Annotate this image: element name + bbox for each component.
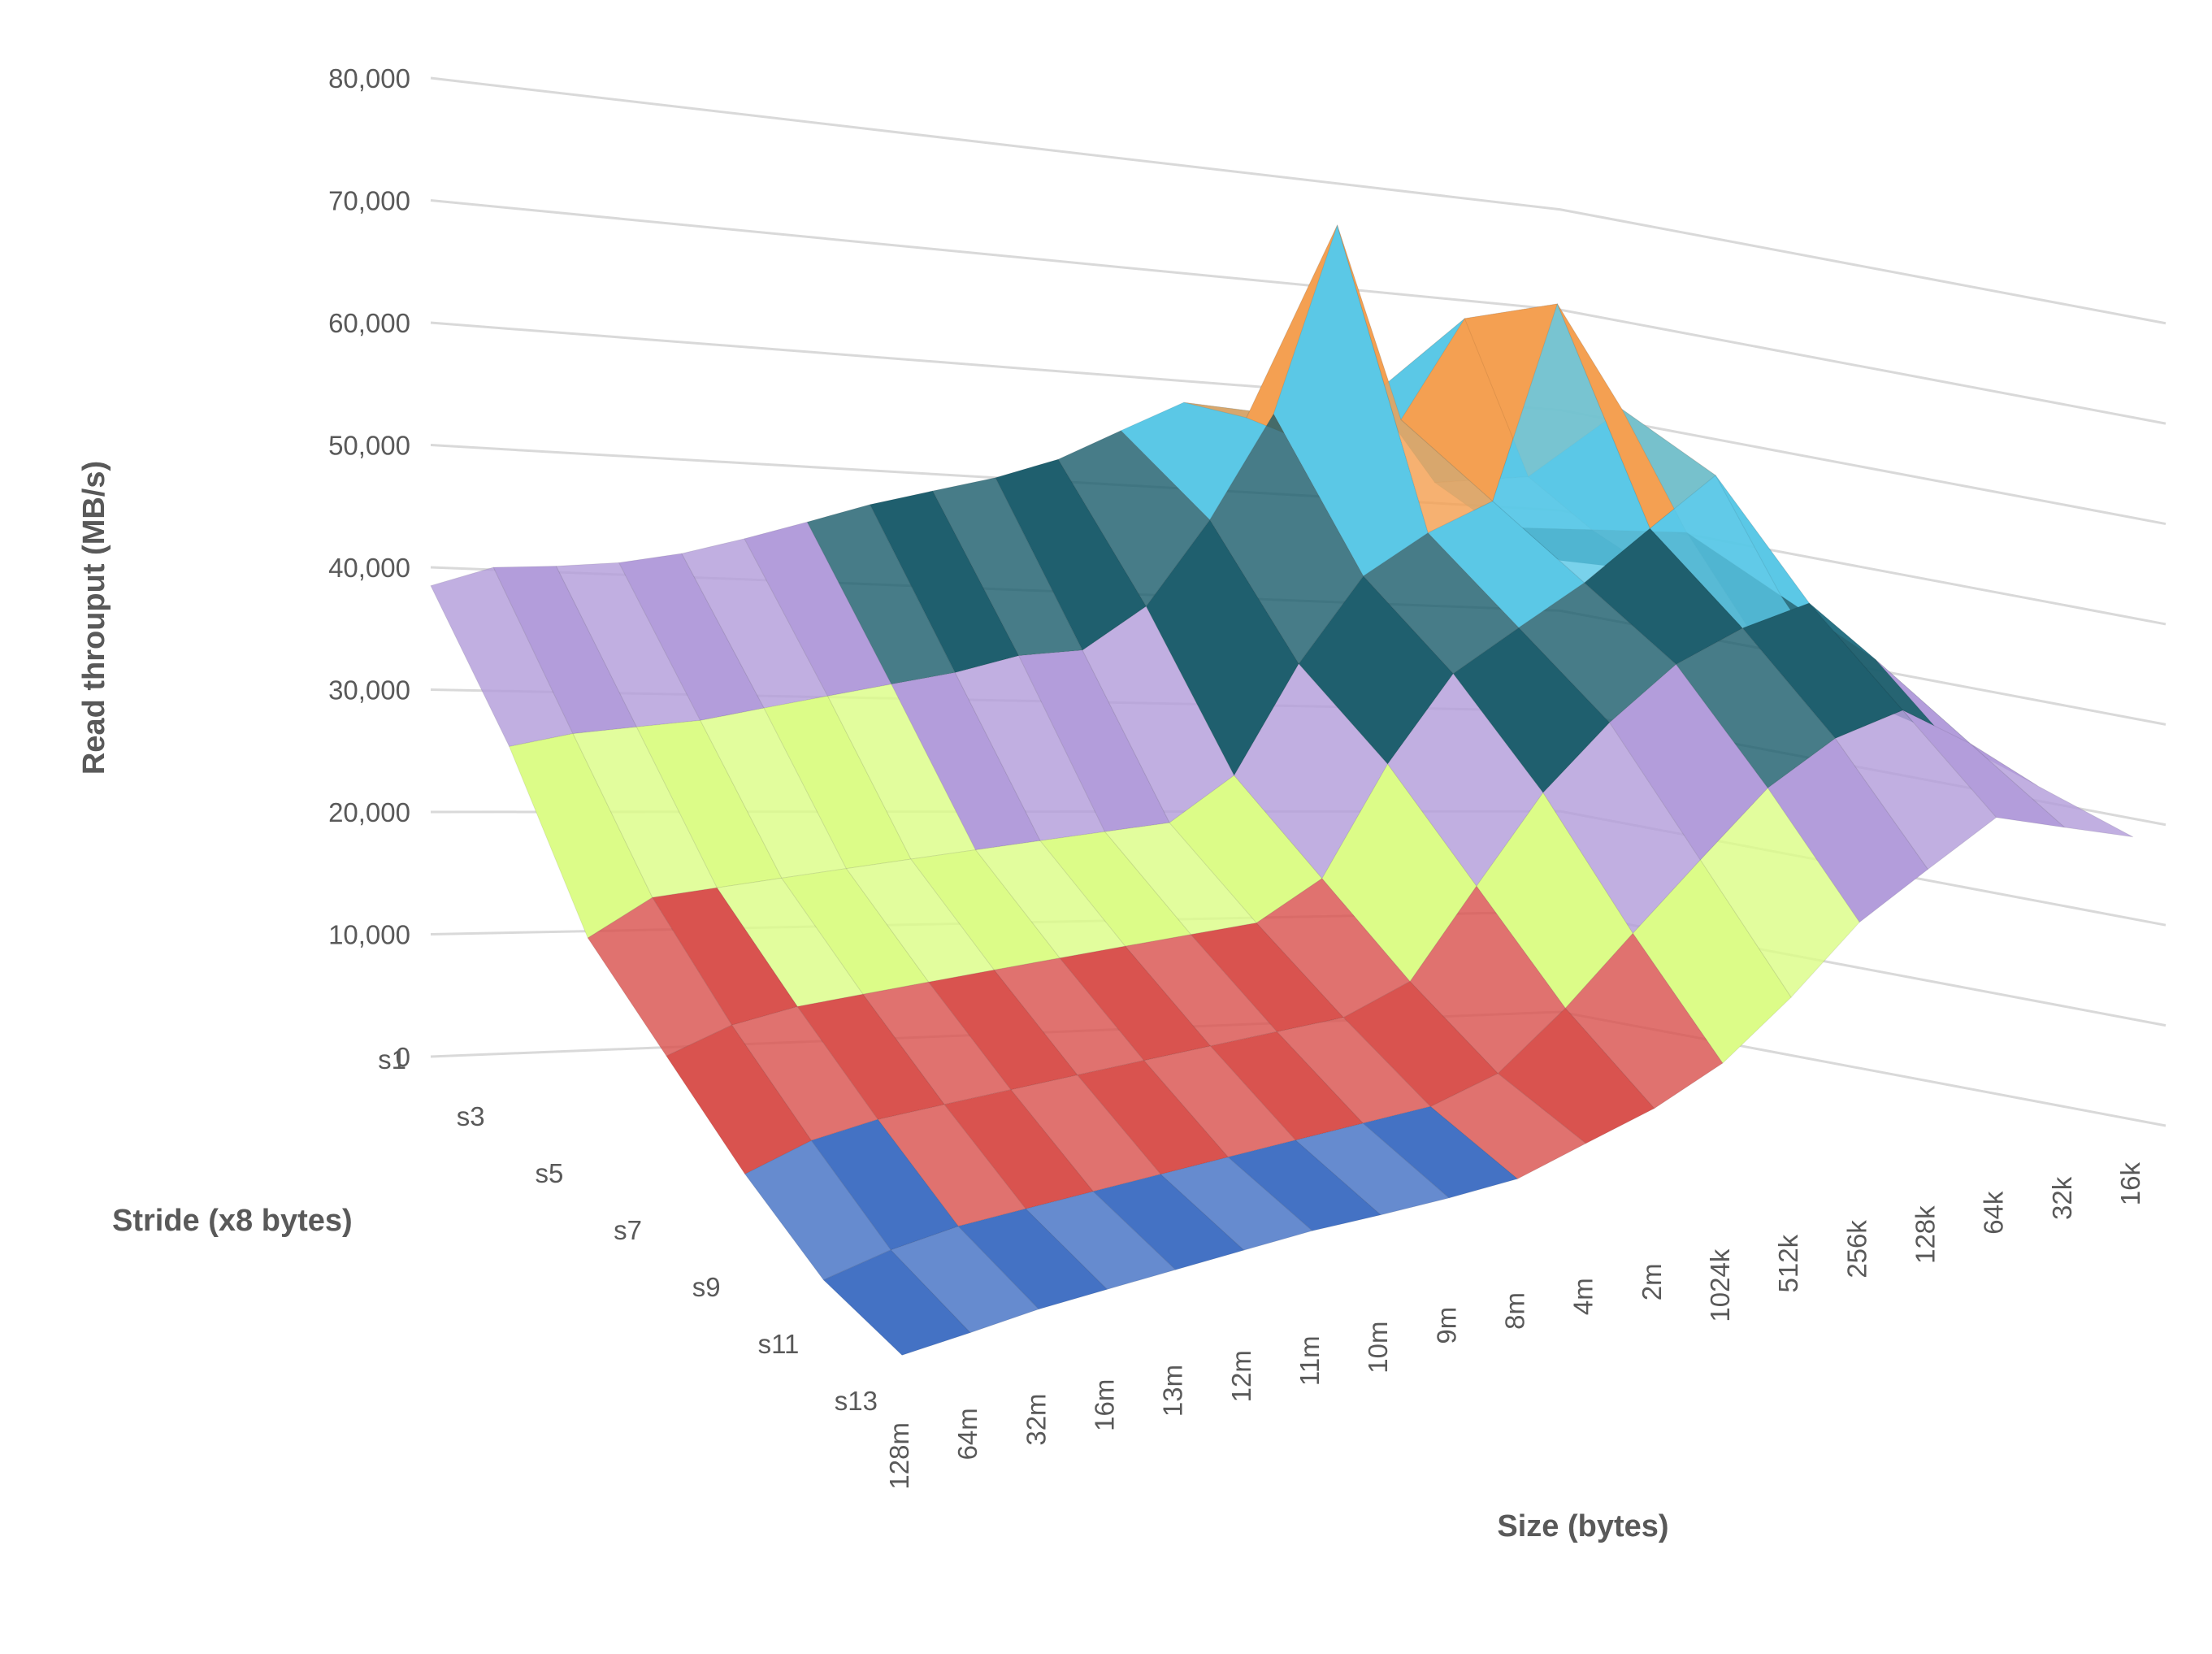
z-axis-title: Read throuput (MB/s)	[77, 461, 111, 775]
y-tick-label: s11	[758, 1329, 800, 1359]
x-tick-label: 128k	[1911, 1205, 1941, 1264]
x-tick-label: 32m	[1021, 1393, 1051, 1445]
x-tick-label: 9m	[1431, 1307, 1461, 1344]
y-tick-label: s3	[457, 1101, 485, 1131]
z-tick-label: 50,000	[328, 431, 410, 461]
z-tick-label: 80,000	[328, 63, 410, 93]
z-tick-label: 70,000	[328, 186, 410, 216]
x-tick-label: 64k	[1979, 1191, 2009, 1235]
y-tick-label: s1	[378, 1044, 406, 1074]
z-tick-label: 10,000	[328, 920, 410, 950]
gridline	[430, 76, 2166, 325]
x-tick-label: 512k	[1773, 1234, 1803, 1292]
z-tick-label: 30,000	[328, 675, 410, 705]
x-tick-label: 128m	[884, 1422, 914, 1490]
x-tick-label: 2m	[1637, 1263, 1667, 1300]
x-tick-label: 8m	[1500, 1292, 1530, 1330]
y-tick-label: s7	[614, 1215, 642, 1245]
y-tick-label: s5	[535, 1158, 563, 1188]
x-tick-label: 64m	[952, 1408, 982, 1460]
x-tick-label: 1024k	[1705, 1248, 1735, 1322]
surface-plot	[430, 224, 2134, 1356]
x-tick-label: 12m	[1226, 1350, 1256, 1402]
x-axis-title: Size (bytes)	[1497, 1509, 1668, 1543]
x-tick-label: 32k	[2047, 1176, 2077, 1220]
z-tick-label: 40,000	[328, 553, 410, 583]
z-tick-label: 60,000	[328, 308, 410, 338]
x-tick-label: 10m	[1363, 1322, 1393, 1374]
axes: 0 10,000 20,000 30,000 40,000 50,000 60,000 70,…	[328, 63, 2145, 1490]
x-tick-label: 11m	[1295, 1335, 1325, 1386]
y-tick-label: s9	[692, 1272, 721, 1302]
x-tick-label: 13m	[1158, 1365, 1188, 1417]
surface-cell	[1970, 743, 2134, 838]
z-tick-label: 20,000	[328, 797, 410, 827]
x-tick-label: 4m	[1568, 1278, 1598, 1315]
x-tick-label: 256k	[1841, 1220, 1872, 1278]
y-axis-title: Stride (x8 bytes)	[112, 1204, 353, 1238]
z-tick-label: 0	[396, 1042, 410, 1072]
x-tick-label: 16m	[1090, 1379, 1120, 1431]
x-tick-label: 16k	[2115, 1162, 2145, 1206]
y-tick-label: s13	[835, 1386, 878, 1416]
